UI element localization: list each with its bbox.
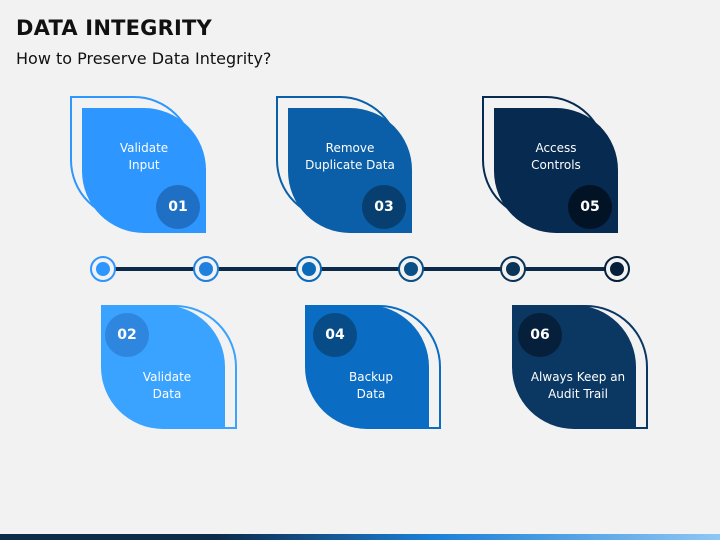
step-number-badge: 05 [568, 185, 612, 229]
step-label-line2: Data [356, 387, 386, 401]
step-label: Always Keep an Audit Trail [516, 369, 640, 403]
timeline-node-6 [604, 256, 630, 282]
step-card-03: Remove Duplicate Data 03 [276, 96, 416, 236]
timeline-node-2 [193, 256, 219, 282]
step-card-06: 06 Always Keep an Audit Trail [512, 305, 652, 445]
step-number-badge: 02 [105, 313, 149, 357]
timeline-node-dot [506, 262, 520, 276]
step-card-04: 04 Backup Data [305, 305, 445, 445]
step-number-badge: 06 [518, 313, 562, 357]
step-label-line2: Audit Trail [548, 387, 608, 401]
step-label-line1: Validate [142, 370, 192, 384]
step-label-line2: Input [128, 158, 160, 172]
step-label-line1: Access [535, 141, 577, 155]
timeline-node-dot [404, 262, 418, 276]
step-label-line2: Data [152, 387, 182, 401]
page-title: DATA INTEGRITY [16, 16, 212, 40]
timeline-node-dot [199, 262, 213, 276]
step-label-line2: Controls [531, 158, 581, 172]
step-number-badge: 01 [156, 185, 200, 229]
step-card-02: 02 Validate Data [101, 305, 241, 445]
step-card-05: Access Controls 05 [482, 96, 622, 236]
step-card-01: Validate Input 01 [70, 96, 210, 236]
timeline-node-1 [90, 256, 116, 282]
timeline-node-4 [398, 256, 424, 282]
step-number-badge: 03 [362, 185, 406, 229]
timeline-node-dot [96, 262, 110, 276]
step-label-line1: Validate [119, 141, 169, 155]
step-label: Validate Input [82, 140, 206, 174]
timeline-node-3 [296, 256, 322, 282]
step-label-line1: Always Keep an [530, 370, 626, 384]
step-label-line1: Remove [325, 141, 375, 155]
step-label-line1: Backup [349, 370, 393, 384]
timeline-node-5 [500, 256, 526, 282]
step-label: Backup Data [309, 369, 433, 403]
timeline-node-dot [610, 262, 624, 276]
step-label: Validate Data [105, 369, 229, 403]
step-number-badge: 04 [313, 313, 357, 357]
step-label: Access Controls [494, 140, 618, 174]
page-subtitle: How to Preserve Data Integrity? [16, 49, 272, 68]
timeline-node-dot [302, 262, 316, 276]
footer-accent-bar [0, 534, 720, 540]
timeline-line [103, 267, 618, 271]
step-label-line2: Duplicate Data [305, 158, 395, 172]
step-label: Remove Duplicate Data [288, 140, 412, 174]
